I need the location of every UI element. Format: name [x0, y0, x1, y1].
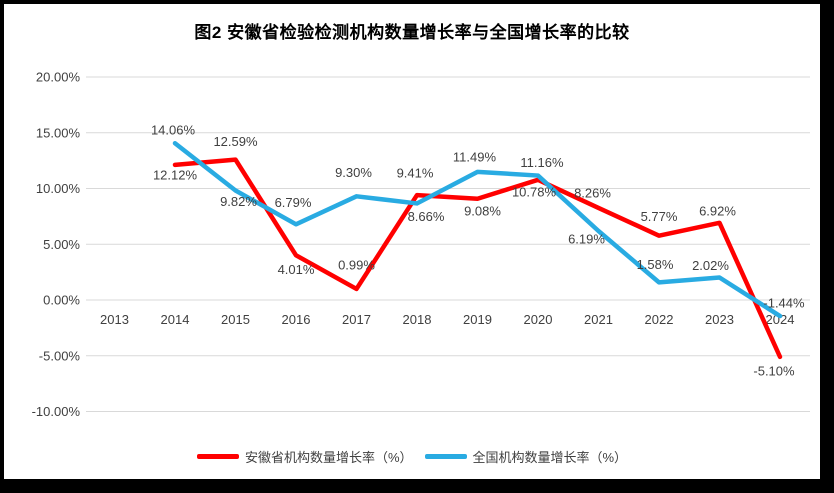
- anhui-data-label: 10.78%: [512, 184, 557, 199]
- national-data-label: 9.30%: [335, 165, 372, 180]
- y-axis-tick-label: -5.00%: [39, 348, 81, 363]
- x-axis-tick-label: 2022: [645, 312, 674, 327]
- x-axis-tick-label: 2024: [766, 312, 795, 327]
- line-plot: 20.00% 15.00% 10.00% 5.00% 0.00% -5.00% -10.00…: [32, 70, 810, 419]
- national-line-swatch-icon: [424, 454, 467, 459]
- x-axis-tick-label: 2014: [161, 312, 190, 327]
- legend-item-anhui: 安徽省机构数量增长率（%）: [196, 447, 413, 466]
- national-data-label: 11.49%: [453, 149, 497, 164]
- anhui-series-line: [172, 157, 783, 360]
- y-axis-tick-label: 20.00%: [36, 70, 81, 85]
- national-series-line: [172, 140, 783, 319]
- x-axis-tick-label: 2016: [282, 312, 311, 327]
- national-data-label: 14.06%: [151, 123, 196, 138]
- anhui-data-label: 4.01%: [278, 262, 315, 277]
- x-axis-tick-label: 2013: [100, 312, 129, 327]
- x-axis-tick-label: 2018: [403, 312, 432, 327]
- national-data-label: 9.82%: [220, 194, 257, 209]
- chart-legend: 安徽省机构数量增长率（%） 全国机构数量增长率（%）: [4, 447, 820, 466]
- national-data-label: 6.19%: [568, 231, 605, 246]
- x-axis-tick-label: 2023: [705, 312, 734, 327]
- anhui-data-label: 0.99%: [338, 257, 375, 272]
- y-axis-tick-label: 10.00%: [36, 181, 81, 196]
- y-axis-tick-label: 15.00%: [36, 125, 81, 140]
- anhui-data-label: -5.10%: [753, 363, 795, 378]
- anhui-data-label: 6.92%: [699, 203, 736, 218]
- anhui-data-label: 9.08%: [464, 203, 501, 218]
- anhui-data-label: 5.77%: [641, 209, 678, 224]
- x-axis-tick-label: 2017: [342, 312, 371, 327]
- chart-title: 图2 安徽省检验检测机构数量增长率与全国增长率的比较: [194, 23, 630, 42]
- x-axis-tick-label: 2021: [584, 312, 613, 327]
- y-axis-tick-label: -10.00%: [32, 404, 81, 419]
- x-axis-tick-label: 2020: [524, 312, 553, 327]
- national-data-label: 6.79%: [275, 195, 312, 210]
- x-axis-tick-label: 2015: [221, 312, 250, 327]
- national-data-label: 8.66%: [408, 209, 445, 224]
- anhui-data-label: 12.12%: [153, 167, 198, 182]
- legend-label-national: 全国机构数量增长率（%）: [472, 450, 628, 465]
- x-axis-tick-label: 2019: [463, 312, 492, 327]
- national-data-label: 1.58%: [637, 257, 674, 272]
- anhui-data-label: 12.59%: [213, 134, 258, 149]
- national-data-label: -1.44%: [763, 296, 805, 311]
- national-data-label: 2.02%: [692, 258, 729, 273]
- y-axis-tick-label: 5.00%: [43, 237, 80, 252]
- anhui-data-label: 9.41%: [397, 166, 434, 181]
- anhui-data-label: 8.26%: [574, 185, 611, 200]
- anhui-line-swatch-icon: [196, 454, 239, 459]
- national-data-label: 11.16%: [520, 155, 564, 170]
- y-axis-tick-label: 0.00%: [43, 293, 80, 308]
- legend-label-anhui: 安徽省机构数量增长率（%）: [244, 450, 413, 465]
- chart-canvas: 20.00% 15.00% 10.00% 5.00% 0.00% -5.00% -10.00…: [4, 4, 820, 479]
- legend-item-national: 全国机构数量增长率（%）: [424, 447, 628, 466]
